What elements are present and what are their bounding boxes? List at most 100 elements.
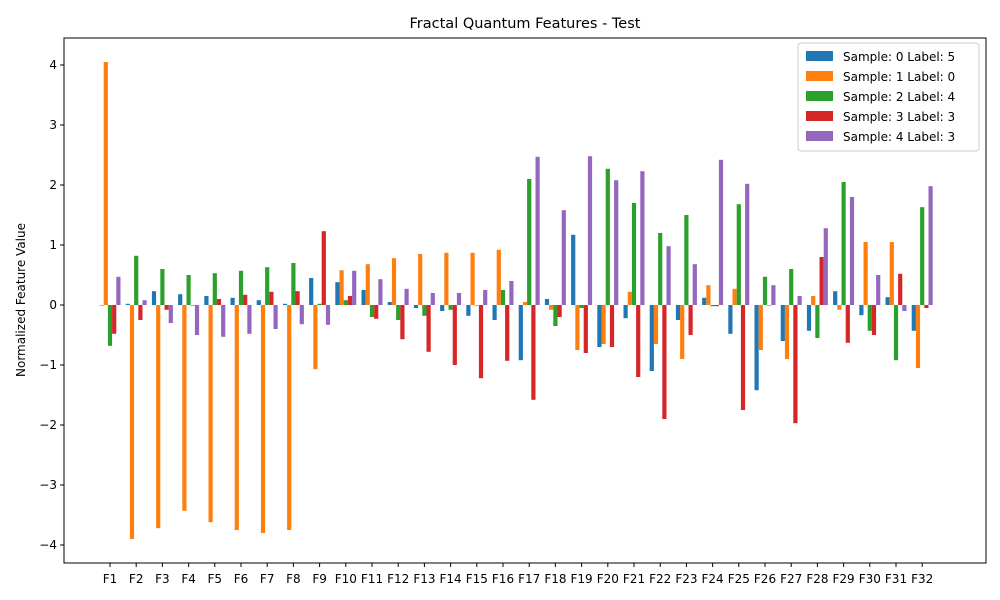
legend-swatch bbox=[806, 91, 833, 101]
bar-f11-series-4 bbox=[378, 279, 383, 305]
bar-f21-series-3 bbox=[636, 305, 641, 377]
bar-f24-series-4 bbox=[718, 159, 724, 305]
bar-f20-series-0 bbox=[597, 305, 602, 347]
bar-f21-series-0 bbox=[623, 305, 628, 319]
bar-f23-series-3 bbox=[688, 305, 693, 335]
bar-f31-series-0 bbox=[885, 297, 890, 305]
x-tick-label: F26 bbox=[754, 572, 776, 586]
bar-f19-series-1 bbox=[575, 305, 580, 350]
bar-f31-series-1 bbox=[889, 242, 894, 305]
bar-f14-series-3 bbox=[452, 305, 457, 365]
bar-f4-series-0 bbox=[178, 294, 183, 305]
bar-f21-series-4 bbox=[640, 171, 645, 305]
bar-f27-series-1 bbox=[784, 305, 790, 359]
bar-f1-series-3 bbox=[112, 305, 117, 334]
bar-f29-series-4 bbox=[849, 197, 855, 305]
bar-f7-series-4 bbox=[273, 305, 278, 329]
bar-f29-series-0 bbox=[833, 291, 838, 305]
bar-f20-series-2 bbox=[605, 168, 610, 305]
bar-f12-series-3 bbox=[400, 305, 405, 340]
bar-f22-series-4 bbox=[666, 246, 671, 305]
x-tick-label: F28 bbox=[806, 572, 828, 586]
bar-f23-series-4 bbox=[692, 264, 697, 305]
bar-f27-series-0 bbox=[780, 305, 785, 341]
bar-f29-series-3 bbox=[845, 305, 850, 343]
x-tick-label: F13 bbox=[413, 572, 435, 586]
legend-swatch bbox=[806, 111, 833, 121]
bar-f15-series-2 bbox=[474, 305, 479, 306]
x-tick-label: F2 bbox=[129, 572, 144, 586]
bar-f31-series-2 bbox=[893, 305, 899, 361]
bar-f15-series-1 bbox=[470, 252, 475, 305]
x-tick-label: F12 bbox=[387, 572, 409, 586]
y-tick-label: −3 bbox=[39, 478, 57, 492]
bar-f22-series-0 bbox=[649, 305, 654, 371]
bar-f4-series-3 bbox=[190, 305, 195, 306]
bar-f2-series-1 bbox=[129, 305, 135, 539]
x-tick-label: F20 bbox=[597, 572, 619, 586]
x-tick-label: F16 bbox=[492, 572, 514, 586]
bar-f8-series-2 bbox=[291, 263, 296, 305]
bar-f3-series-2 bbox=[160, 269, 165, 305]
x-tick-label: F25 bbox=[728, 572, 750, 586]
x-tick-label: F19 bbox=[571, 572, 593, 586]
bar-f10-series-2 bbox=[343, 300, 348, 305]
bar-f25-series-3 bbox=[740, 305, 746, 410]
bar-f2-series-0 bbox=[125, 303, 130, 305]
bar-f27-series-3 bbox=[793, 305, 798, 424]
bar-f8-series-0 bbox=[282, 303, 288, 305]
legend-swatch bbox=[806, 51, 833, 61]
x-axis: F1 F2 F3 F4 F5 F6 F7 F8 F9 F10 F11 F12 F13 F14 F15 F16 F… bbox=[103, 563, 933, 586]
bar-f24-series-1 bbox=[706, 285, 711, 305]
bar-f8-series-1 bbox=[287, 305, 292, 530]
y-tick-label: 1 bbox=[49, 238, 57, 252]
bar-f26-series-0 bbox=[754, 305, 759, 391]
legend-swatch bbox=[806, 71, 833, 81]
bar-f30-series-4 bbox=[876, 275, 881, 305]
bar-f22-series-3 bbox=[662, 305, 667, 419]
y-tick-label: 2 bbox=[49, 178, 57, 192]
bar-f25-series-0 bbox=[728, 305, 733, 334]
bar-f5-series-3 bbox=[216, 299, 222, 305]
bars-layer bbox=[99, 62, 933, 539]
bar-f16-series-4 bbox=[509, 281, 514, 305]
bar-f19-series-4 bbox=[587, 156, 593, 305]
x-tick-label: F10 bbox=[335, 572, 357, 586]
bar-f7-series-1 bbox=[260, 305, 266, 533]
bar-f20-series-1 bbox=[601, 305, 606, 344]
bar-f4-series-4 bbox=[194, 305, 200, 335]
x-tick-label: F14 bbox=[440, 572, 462, 586]
bar-f17-series-1 bbox=[522, 302, 528, 305]
bar-f7-series-2 bbox=[265, 267, 270, 305]
x-tick-label: F17 bbox=[518, 572, 540, 586]
bar-f9-series-3 bbox=[321, 231, 326, 305]
bar-f30-series-3 bbox=[871, 305, 877, 335]
bar-f19-series-3 bbox=[583, 305, 588, 353]
bar-f12-series-0 bbox=[387, 302, 392, 305]
bar-f29-series-1 bbox=[837, 305, 842, 310]
x-tick-label: F11 bbox=[361, 572, 383, 586]
x-tick-label: F15 bbox=[466, 572, 488, 586]
y-tick-label: −4 bbox=[39, 538, 57, 552]
bar-f30-series-1 bbox=[863, 242, 868, 305]
x-tick-label: F7 bbox=[260, 572, 275, 586]
x-tick-label: F21 bbox=[623, 572, 645, 586]
bar-f24-series-0 bbox=[702, 297, 707, 305]
bar-f26-series-2 bbox=[762, 276, 768, 305]
bar-f11-series-0 bbox=[361, 290, 366, 305]
bar-f3-series-4 bbox=[168, 305, 173, 323]
bar-f11-series-1 bbox=[365, 264, 370, 305]
bar-f21-series-1 bbox=[627, 291, 632, 305]
bar-f1-series-4 bbox=[116, 276, 121, 305]
x-tick-label: F8 bbox=[286, 572, 301, 586]
bar-f32-series-4 bbox=[928, 186, 933, 305]
chart-title: Fractal Quantum Features - Test bbox=[410, 16, 641, 32]
bar-f9-series-2 bbox=[317, 303, 322, 305]
bar-f4-series-2 bbox=[186, 275, 191, 305]
bar-f4-series-1 bbox=[182, 305, 187, 511]
bar-f18-series-3 bbox=[557, 305, 562, 317]
bar-f11-series-3 bbox=[374, 305, 379, 319]
x-tick-label: F3 bbox=[155, 572, 170, 586]
bar-f3-series-0 bbox=[151, 291, 157, 305]
bar-f26-series-4 bbox=[771, 285, 776, 305]
